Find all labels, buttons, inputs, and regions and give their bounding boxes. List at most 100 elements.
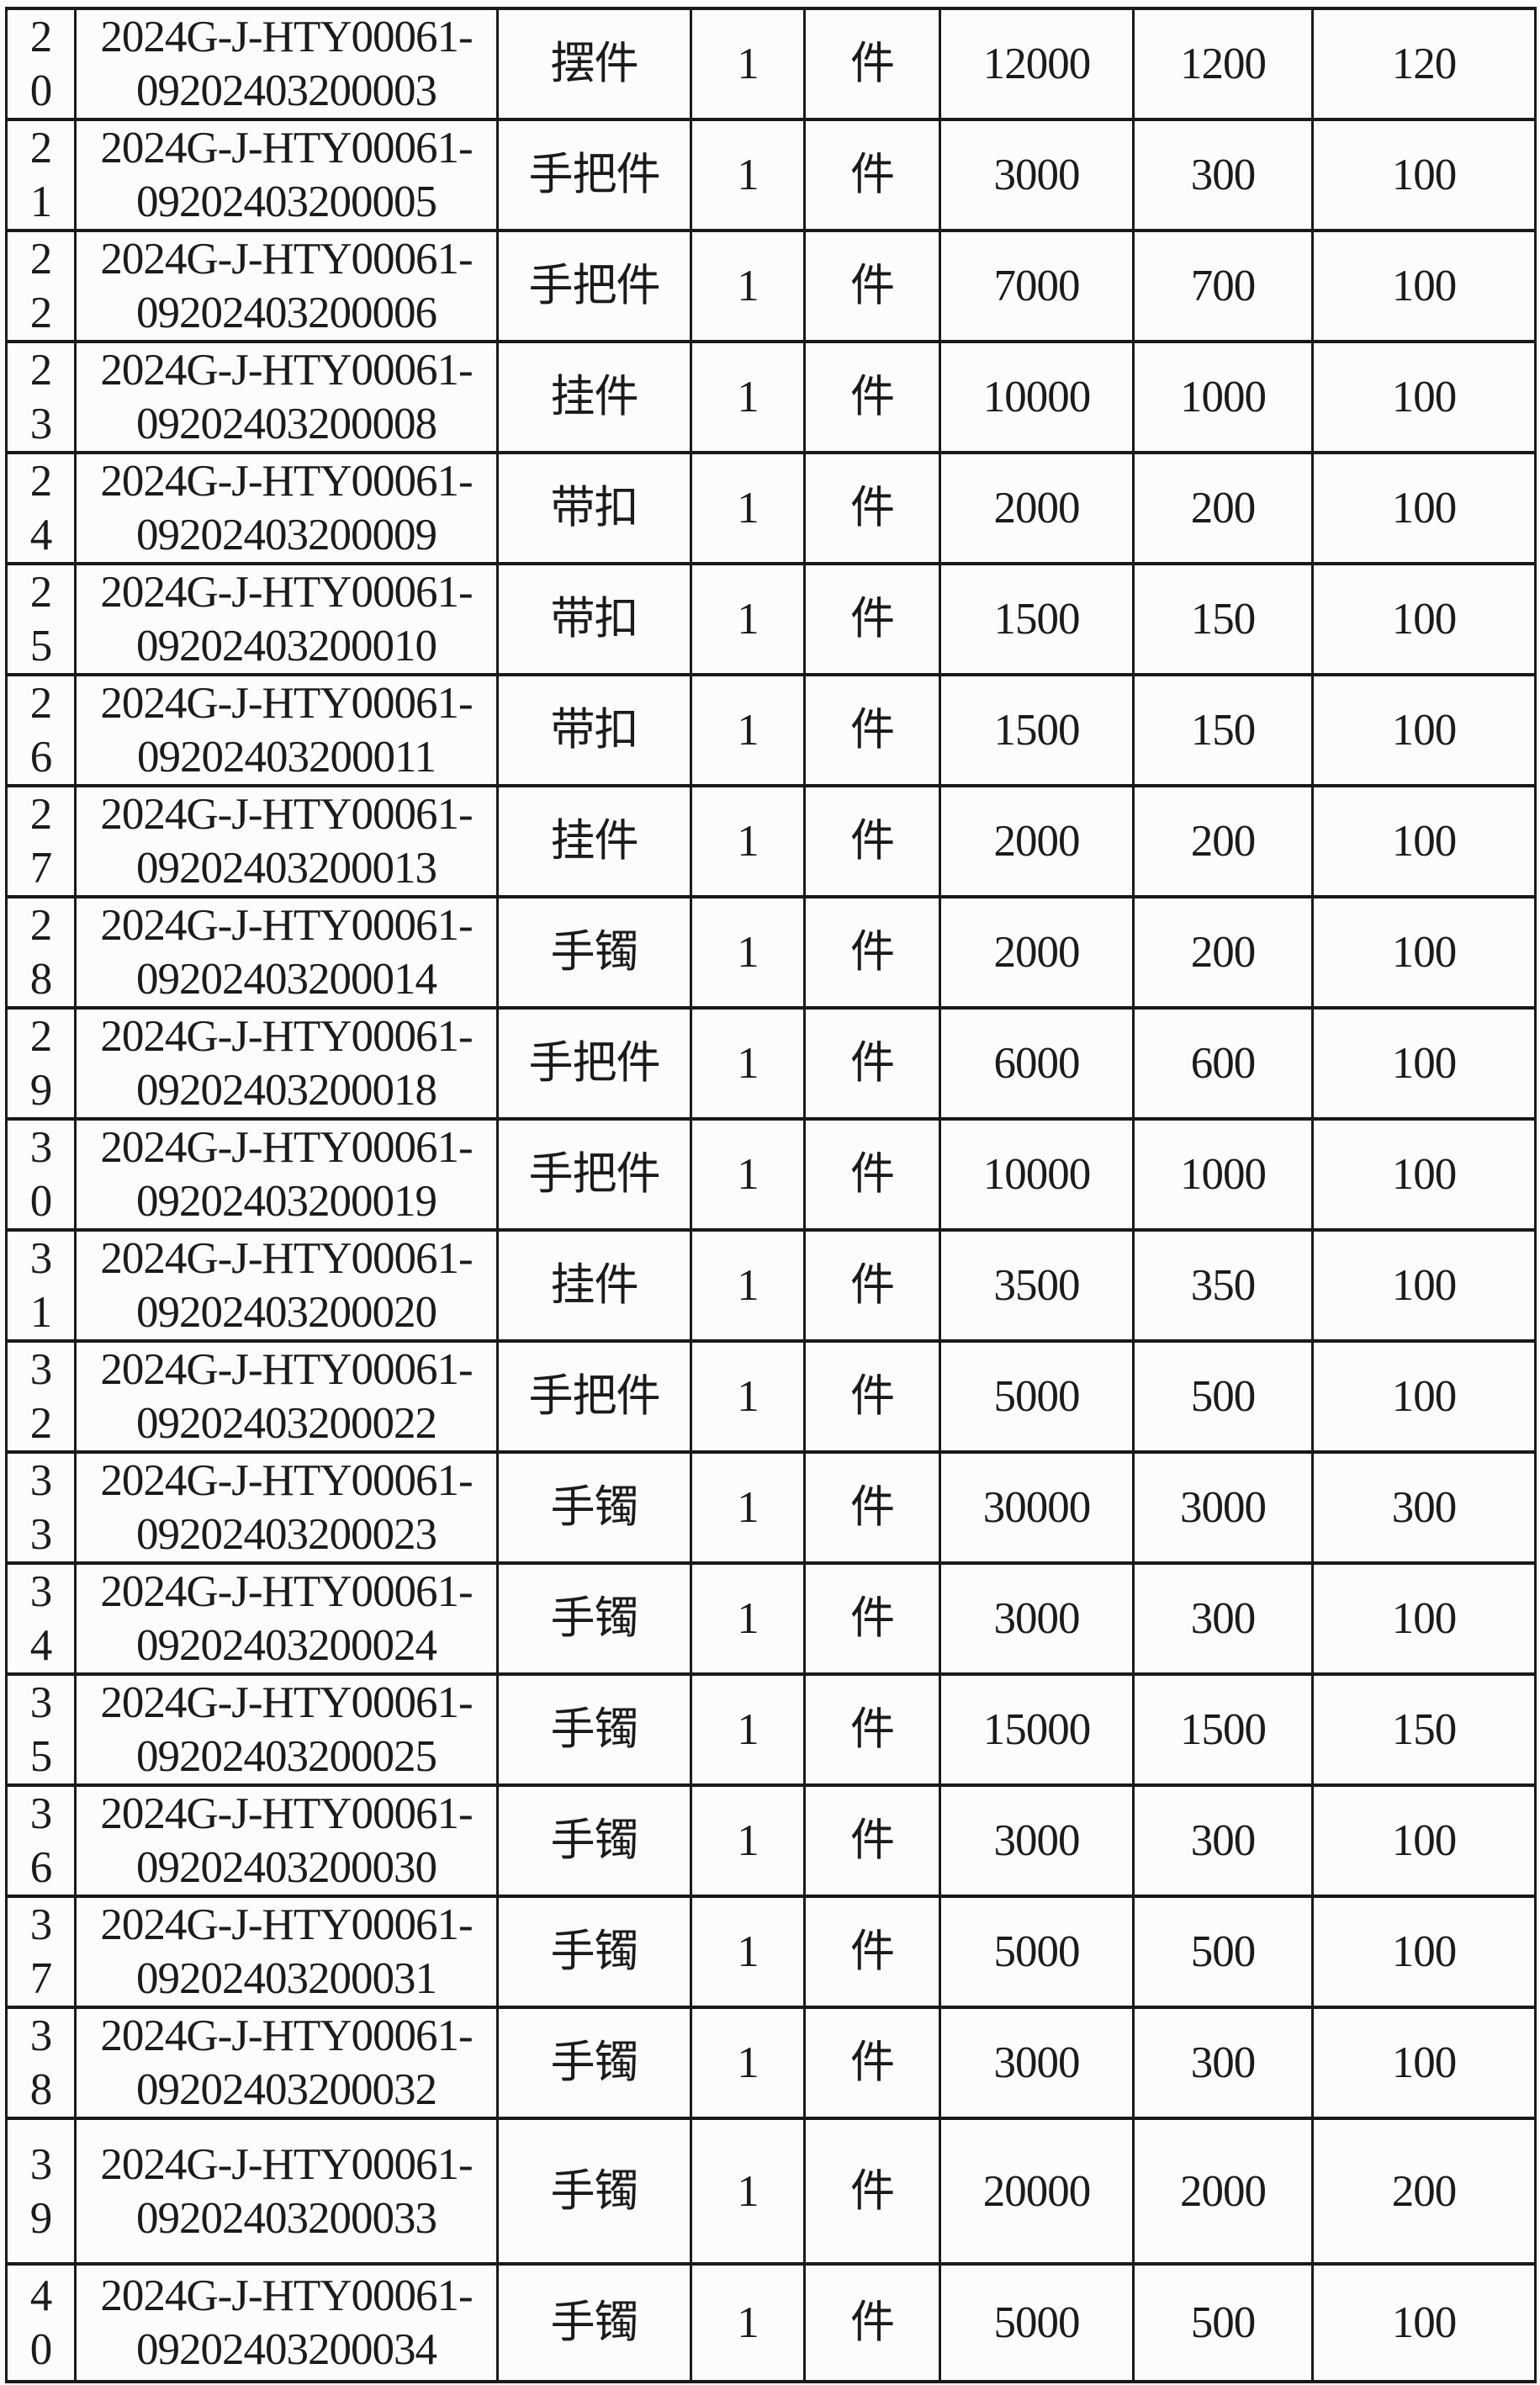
cell-category: 带扣 (496, 562, 692, 676)
cell-amount-2: 150 (1132, 673, 1314, 787)
table-row: 2 8 2024G-J-HTY00061- 09202403200014 手镯 … (5, 895, 1537, 1010)
cell-unit: 件 (803, 1450, 941, 1565)
cell-category: 手镯 (496, 2117, 692, 2266)
cell-row-no: 3 0 (5, 1117, 77, 1232)
cell-lot-id: 2024G-J-HTY00061- 09202403200032 (74, 2006, 499, 2120)
cell-category: 手镯 (496, 2262, 692, 2383)
cell-quantity: 1 (690, 2262, 806, 2383)
cell-amount-3: 100 (1311, 784, 1537, 898)
cell-lot-id: 2024G-J-HTY00061- 09202403200013 (74, 784, 499, 898)
cell-lot-id: 2024G-J-HTY00061- 09202403200025 (74, 1672, 499, 1787)
cell-amount-2: 700 (1132, 229, 1314, 343)
cell-amount-1: 12000 (939, 7, 1135, 121)
cell-amount-3: 300 (1311, 1450, 1537, 1565)
cell-lot-id: 2024G-J-HTY00061- 09202403200009 (74, 451, 499, 565)
cell-amount-2: 500 (1132, 1339, 1314, 1454)
cell-amount-1: 2000 (939, 784, 1135, 898)
cell-row-no: 2 6 (5, 673, 77, 787)
table-row: 4 0 2024G-J-HTY00061- 09202403200034 手镯 … (5, 2262, 1537, 2383)
cell-quantity: 1 (690, 1561, 806, 1676)
cell-lot-id: 2024G-J-HTY00061- 09202403200006 (74, 229, 499, 343)
cell-quantity: 1 (690, 1450, 806, 1565)
cell-row-no: 2 2 (5, 229, 77, 343)
table-row: 2 3 2024G-J-HTY00061- 09202403200008 挂件 … (5, 340, 1537, 454)
cell-category: 带扣 (496, 673, 692, 787)
cell-unit: 件 (803, 1561, 941, 1676)
cell-lot-id: 2024G-J-HTY00061- 09202403200034 (74, 2262, 499, 2383)
cell-amount-1: 1500 (939, 673, 1135, 787)
cell-quantity: 1 (690, 895, 806, 1010)
cell-quantity: 1 (690, 1228, 806, 1343)
cell-unit: 件 (803, 7, 941, 121)
cell-amount-1: 30000 (939, 1450, 1135, 1565)
cell-row-no: 3 2 (5, 1339, 77, 1454)
table-row: 3 8 2024G-J-HTY00061- 09202403200032 手镯 … (5, 2006, 1537, 2120)
cell-amount-2: 1000 (1132, 340, 1314, 454)
cell-lot-id: 2024G-J-HTY00061- 09202403200010 (74, 562, 499, 676)
cell-unit: 件 (803, 118, 941, 232)
cell-lot-id: 2024G-J-HTY00061- 09202403200008 (74, 340, 499, 454)
cell-lot-id: 2024G-J-HTY00061- 09202403200011 (74, 673, 499, 787)
cell-amount-1: 20000 (939, 2117, 1135, 2266)
cell-lot-id: 2024G-J-HTY00061- 09202403200018 (74, 1006, 499, 1121)
cell-amount-1: 3000 (939, 1561, 1135, 1676)
cell-quantity: 1 (690, 7, 806, 121)
table-row: 2 7 2024G-J-HTY00061- 09202403200013 挂件 … (5, 784, 1537, 898)
cell-category: 手镯 (496, 1895, 692, 2009)
cell-unit: 件 (803, 1339, 941, 1454)
cell-unit: 件 (803, 451, 941, 565)
cell-amount-2: 500 (1132, 2262, 1314, 2383)
cell-amount-2: 350 (1132, 1228, 1314, 1343)
table-row: 3 5 2024G-J-HTY00061- 09202403200025 手镯 … (5, 1672, 1537, 1787)
table-row: 2 5 2024G-J-HTY00061- 09202403200010 带扣 … (5, 562, 1537, 676)
cell-row-no: 3 8 (5, 2006, 77, 2120)
cell-amount-1: 10000 (939, 340, 1135, 454)
cell-quantity: 1 (690, 1339, 806, 1454)
cell-amount-1: 3000 (939, 1783, 1135, 1898)
cell-amount-1: 15000 (939, 1672, 1135, 1787)
cell-amount-1: 5000 (939, 1895, 1135, 2009)
cell-quantity: 1 (690, 1117, 806, 1232)
cell-unit: 件 (803, 673, 941, 787)
cell-row-no: 2 9 (5, 1006, 77, 1121)
cell-unit: 件 (803, 1672, 941, 1787)
cell-lot-id: 2024G-J-HTY00061- 09202403200003 (74, 7, 499, 121)
cell-row-no: 4 0 (5, 2262, 77, 2383)
cell-unit: 件 (803, 229, 941, 343)
table-row: 2 1 2024G-J-HTY00061- 09202403200005 手把件… (5, 118, 1537, 232)
lot-table: 2 0 2024G-J-HTY00061- 09202403200003 摆件 … (5, 7, 1537, 2383)
cell-lot-id: 2024G-J-HTY00061- 09202403200024 (74, 1561, 499, 1676)
cell-quantity: 1 (690, 1006, 806, 1121)
cell-row-no: 3 9 (5, 2117, 77, 2266)
cell-amount-2: 600 (1132, 1006, 1314, 1121)
cell-lot-id: 2024G-J-HTY00061- 09202403200030 (74, 1783, 499, 1898)
cell-category: 挂件 (496, 340, 692, 454)
table-row: 2 2 2024G-J-HTY00061- 09202403200006 手把件… (5, 229, 1537, 343)
cell-row-no: 2 8 (5, 895, 77, 1010)
cell-unit: 件 (803, 895, 941, 1010)
cell-quantity: 1 (690, 784, 806, 898)
cell-quantity: 1 (690, 1672, 806, 1787)
cell-category: 手镯 (496, 895, 692, 1010)
cell-row-no: 2 4 (5, 451, 77, 565)
cell-category: 挂件 (496, 1228, 692, 1343)
cell-amount-2: 200 (1132, 784, 1314, 898)
cell-amount-1: 7000 (939, 229, 1135, 343)
cell-lot-id: 2024G-J-HTY00061- 09202403200033 (74, 2117, 499, 2266)
cell-amount-1: 3000 (939, 2006, 1135, 2120)
cell-category: 手镯 (496, 2006, 692, 2120)
table-row: 3 1 2024G-J-HTY00061- 09202403200020 挂件 … (5, 1228, 1537, 1343)
cell-amount-3: 100 (1311, 895, 1537, 1010)
cell-unit: 件 (803, 562, 941, 676)
cell-lot-id: 2024G-J-HTY00061- 09202403200031 (74, 1895, 499, 2009)
cell-amount-2: 500 (1132, 1895, 1314, 2009)
cell-category: 手把件 (496, 1006, 692, 1121)
cell-category: 手镯 (496, 1672, 692, 1787)
cell-row-no: 2 0 (5, 7, 77, 121)
cell-row-no: 3 6 (5, 1783, 77, 1898)
cell-category: 挂件 (496, 784, 692, 898)
cell-amount-3: 100 (1311, 673, 1537, 787)
cell-amount-1: 2000 (939, 895, 1135, 1010)
cell-quantity: 1 (690, 340, 806, 454)
cell-amount-3: 100 (1311, 2262, 1537, 2383)
